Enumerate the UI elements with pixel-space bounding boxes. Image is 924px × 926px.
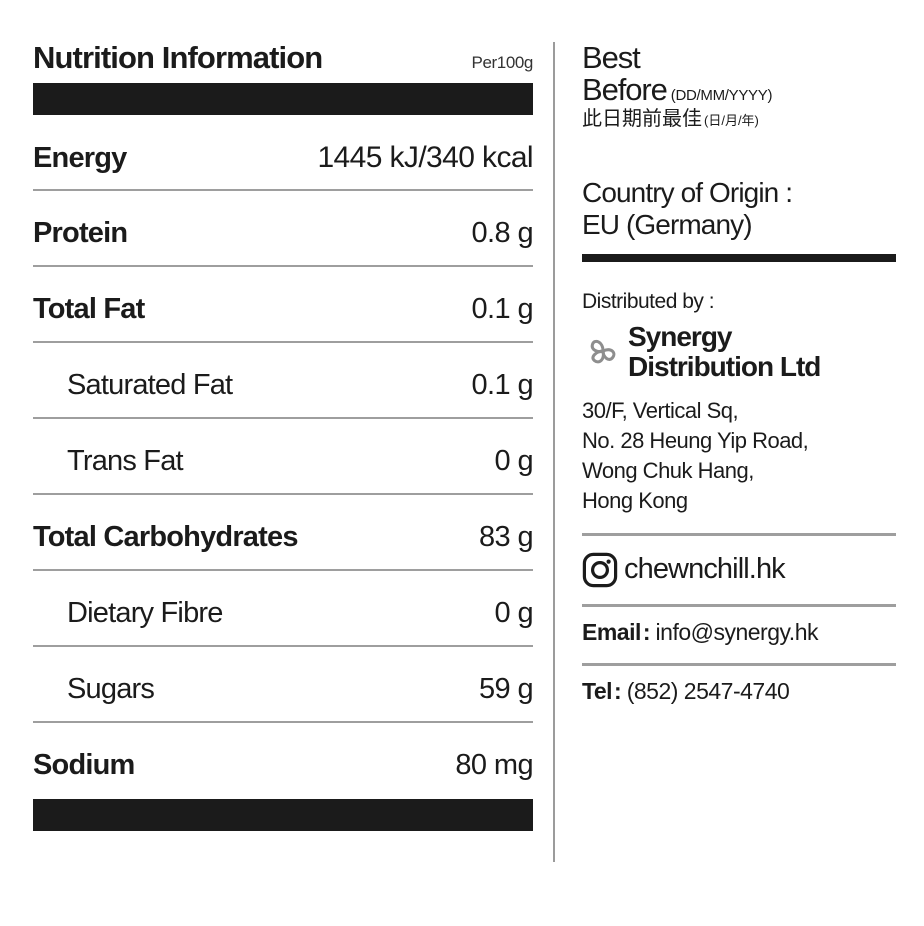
- best-before-chinese: 此日期前最佳: [582, 107, 702, 130]
- instagram-icon: [582, 552, 620, 588]
- nutrition-header: Nutrition Information Per100g: [33, 40, 534, 79]
- distributor-label: Distributed by :: [582, 290, 715, 314]
- nutrient-value: 0.8 g: [471, 217, 534, 249]
- nutrient-name: Total Fat: [33, 293, 145, 325]
- email-value[interactable]: info@synergy.hk: [655, 618, 819, 645]
- tel-divider: [582, 662, 896, 666]
- address-line: 30/F, Vertical Sq,: [582, 398, 739, 424]
- table-row: Dietary Fibre 0 g: [33, 571, 534, 647]
- best-before-line2: Before: [582, 71, 668, 107]
- nutrient-value: 0.1 g: [471, 369, 534, 401]
- tel-row: Tel : (852) 2547-4740: [582, 666, 896, 722]
- nutrient-value: 0.1 g: [471, 293, 534, 325]
- distributor-name: Synergy Distribution Ltd: [628, 321, 821, 383]
- tel-label: Tel: [582, 677, 613, 704]
- best-before-line1: Best: [582, 40, 641, 75]
- table-row: Sodium 80 mg: [33, 723, 534, 799]
- nutrient-name: Sodium: [33, 749, 135, 781]
- table-row: Sugars 59 g: [33, 647, 534, 723]
- tel-separator: :: [614, 677, 622, 704]
- nutrient-value: 1445 kJ/340 kcal: [317, 141, 533, 174]
- country-of-origin-label: Country of Origin :: [582, 177, 793, 209]
- nutrient-name: Trans Fat: [67, 445, 184, 477]
- address-line: No. 28 Heung Yip Road,: [582, 428, 809, 454]
- table-row: Protein 0.8 g: [33, 191, 534, 267]
- email-divider: [582, 603, 896, 607]
- table-row: Trans Fat 0 g: [33, 419, 534, 495]
- best-before-format-en: (DD/MM/YYYY): [670, 86, 773, 104]
- nutrient-name: Dietary Fibre: [67, 597, 223, 629]
- instagram-handle[interactable]: chewnchill.hk: [624, 553, 786, 586]
- best-before-chinese-row: 此日期前最佳 (日/月/年): [582, 109, 896, 130]
- best-before-block: Best Before (DD/MM/YYYY) 此日期前最佳 (日/月/年): [582, 42, 896, 129]
- top-black-bar: [33, 83, 533, 115]
- nutrient-name: Total Carbohydrates: [33, 521, 298, 553]
- nutrient-value: 0 g: [494, 597, 533, 629]
- distributor-name-line1: Synergy: [628, 321, 733, 353]
- table-row: Saturated Fat 0.1 g: [33, 343, 534, 419]
- column-divider: [553, 42, 555, 862]
- bottom-black-bar: [33, 799, 533, 831]
- table-row: Total Carbohydrates 83 g: [33, 495, 534, 571]
- nutrient-name: Sugars: [67, 673, 155, 705]
- nutrition-information-panel: Nutrition Information Per100g Energy 144…: [33, 40, 534, 831]
- nutrient-name: Protein: [33, 217, 128, 249]
- distributor-name-line2: Distribution Ltd: [628, 351, 821, 383]
- nutrient-value: 83 g: [478, 521, 534, 553]
- nutrient-value: 80 mg: [455, 749, 533, 781]
- nutrient-value: 0 g: [494, 445, 533, 477]
- table-row: Total Fat 0.1 g: [33, 267, 534, 343]
- table-row: Energy 1445 kJ/340 kcal: [33, 115, 534, 191]
- address-line: Wong Chuk Hang,: [582, 458, 754, 484]
- email-row: Email : info@synergy.hk: [582, 607, 896, 663]
- nutrient-name: Saturated Fat: [67, 369, 233, 401]
- distributor-block: Distributed by : Synergy Distribution Lt…: [582, 290, 896, 516]
- product-info-panel: Best Before (DD/MM/YYYY) 此日期前最佳 (日/月/年) …: [582, 42, 896, 722]
- origin-divider: [582, 254, 896, 263]
- email-separator: :: [642, 618, 651, 645]
- tel-value[interactable]: (852) 2547-4740: [626, 677, 790, 704]
- email-label: Email: [582, 618, 641, 645]
- country-of-origin-block: Country of Origin : EU (Germany): [582, 177, 896, 240]
- nutrient-value: 59 g: [478, 673, 534, 705]
- social-divider: [582, 532, 896, 536]
- address-line: Hong Kong: [582, 488, 688, 514]
- trefoil-knot-logo-icon: [582, 330, 624, 377]
- page-title: Nutrition Information: [33, 40, 323, 75]
- best-before-line2-row: Before (DD/MM/YYYY): [582, 71, 896, 107]
- nutrient-name: Energy: [33, 142, 127, 174]
- per-serving-label: Per100g: [471, 53, 534, 72]
- distributor-name-row: Synergy Distribution Ltd: [582, 322, 896, 382]
- best-before-format-cn: (日/月/年): [704, 112, 759, 128]
- distributor-address: 30/F, Vertical Sq, No. 28 Heung Yip Road…: [582, 396, 896, 517]
- instagram-row[interactable]: chewnchill.hk: [582, 536, 896, 604]
- country-of-origin-value: EU (Germany): [582, 208, 753, 240]
